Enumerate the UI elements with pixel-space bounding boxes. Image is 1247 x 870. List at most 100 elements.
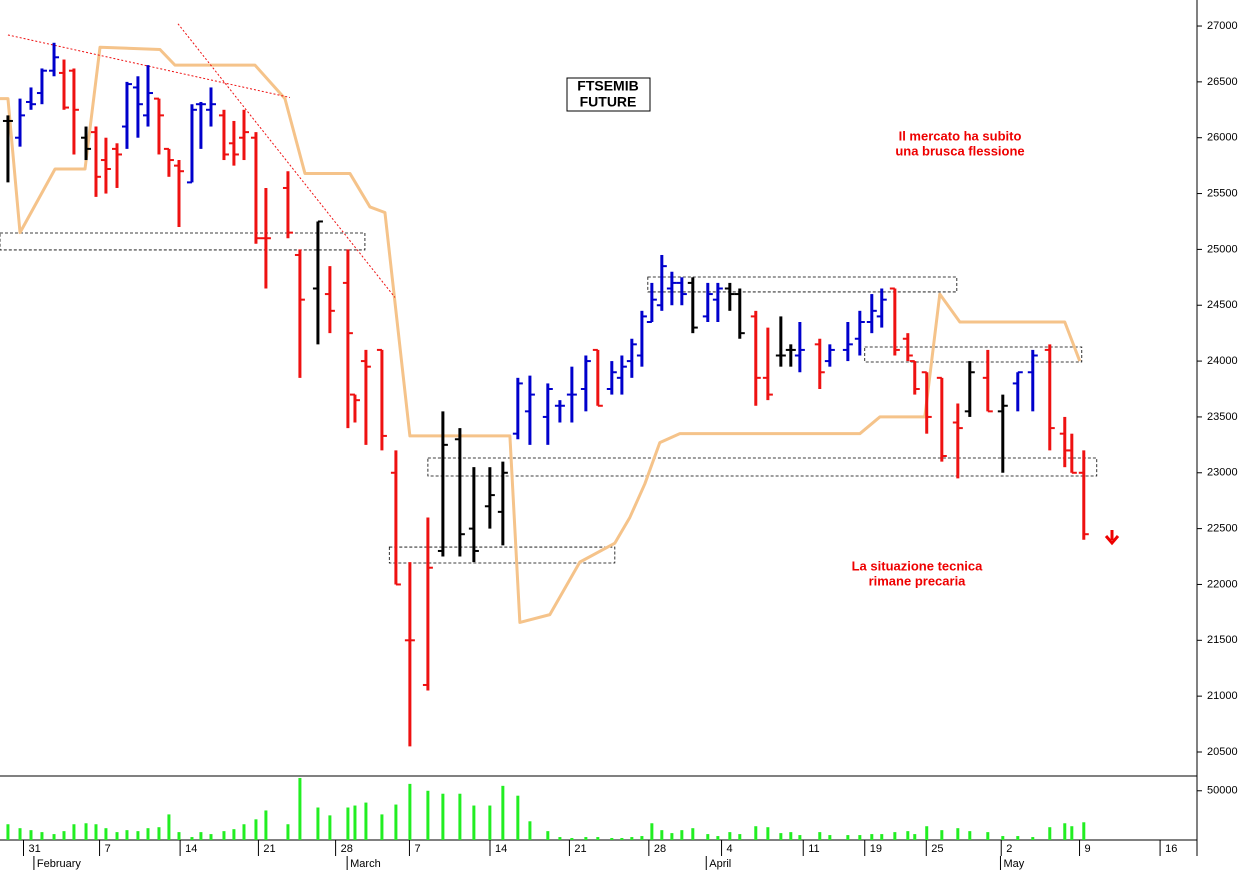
ohlc-bar [100,137,111,194]
ohlc-bar [437,411,448,557]
volume-bar [72,824,76,840]
volume-bar [610,838,614,840]
ohlc-bar [497,461,508,546]
volume-bar [441,793,445,840]
ohlc-bar [15,98,26,147]
down-arrow [1104,530,1120,546]
volume-bar [52,834,56,840]
ohlc-bar [312,220,323,345]
volume-bar [516,795,520,840]
y-tick-label: 24500 [1207,299,1238,311]
x-tick-label: 28 [654,843,666,855]
volume-bar [986,832,990,840]
ohlc-bar [666,271,677,306]
x-tick-label: 14 [495,843,507,855]
y-tick-label: 23000 [1207,467,1238,479]
volume-bar [1031,837,1035,840]
volume-bar [706,834,710,840]
ohlc-bar [964,361,975,417]
ohlc-bar [390,450,401,586]
volume-bar [828,835,832,840]
ohlc-bar [173,160,184,228]
volume-bar [40,832,44,840]
x-tick-label: 31 [28,843,40,855]
ohlc-bar [909,360,920,395]
volume-bar [880,834,884,840]
volume-bar [286,824,290,840]
ohlc-bar [58,59,69,110]
volume-bar [62,831,66,840]
ohlc-bar [997,394,1008,473]
annotation: La situazione tecnica [852,558,984,573]
volume-bar [364,802,368,840]
ohlc-bar [153,97,164,155]
volume-bar [426,790,430,840]
ohlc-bar [982,349,993,413]
ohlc-bar [360,349,371,445]
volume-bar [242,824,246,840]
month-label: May [1003,858,1024,870]
ohlc-bar [404,562,415,747]
volume-bar [858,835,862,840]
title-box [566,77,651,112]
volume-bar [906,831,910,840]
volume-bar [264,810,268,840]
ohlc-bar [1027,349,1038,412]
ohlc-bar [112,143,123,188]
ohlc-bar [712,282,723,322]
x-tick-label: 21 [263,843,275,855]
volume-bar [146,828,150,840]
volume-bar [298,777,302,840]
ohlc-bar [238,109,249,161]
volume-bar [353,805,357,840]
volume-bar [115,832,119,840]
ohlc-bar [876,288,887,328]
ohlc-bar [195,101,206,149]
ohlc-bar [952,403,963,479]
ohlc-bar [132,76,143,138]
y-tick-label: 25500 [1207,187,1238,199]
volume-bar [84,823,88,840]
ohlc-bar [687,277,698,334]
volume-bar [660,830,664,840]
volume-bar [670,833,674,840]
ohlc-bar [250,132,261,244]
volume-bar [6,824,10,840]
volume-bar [136,831,140,840]
ohlc-bar [606,361,617,395]
x-tick-label: 25 [931,843,943,855]
ohlc-bar [592,348,603,407]
support-zone [0,232,366,251]
volume-bar [596,837,600,840]
month-label: March [350,858,381,870]
x-tick-label: 28 [341,843,353,855]
ohlc-bar [921,371,932,434]
volume-bar [584,837,588,840]
volume-bar [570,838,574,840]
volume-bar [968,831,972,840]
ohlc-bar [775,316,786,367]
chart-title: FUTURE [580,94,637,110]
ohlc-bar [36,68,47,105]
volume-bar [94,824,98,840]
volume-bar [798,835,802,840]
ohlc-bar [936,376,947,462]
ohlc-bar [49,42,60,77]
ohlc-bar [824,344,835,367]
volume-bar [222,831,226,840]
ohlc-bar [90,126,101,197]
ohlc-bar [580,355,591,412]
volume-bar [640,836,644,840]
ohlc-bar [524,375,535,445]
ohlc-bar [81,126,92,161]
volume-bar [125,830,129,840]
support-zone [427,457,1098,477]
ohlc-bar [342,249,353,429]
volume-bar [789,832,793,840]
x-tick-label: 7 [414,843,420,855]
volume-bar [630,837,634,840]
volume-bar [209,834,213,840]
ohlc-bar [163,147,174,177]
volume-bar [167,814,171,840]
